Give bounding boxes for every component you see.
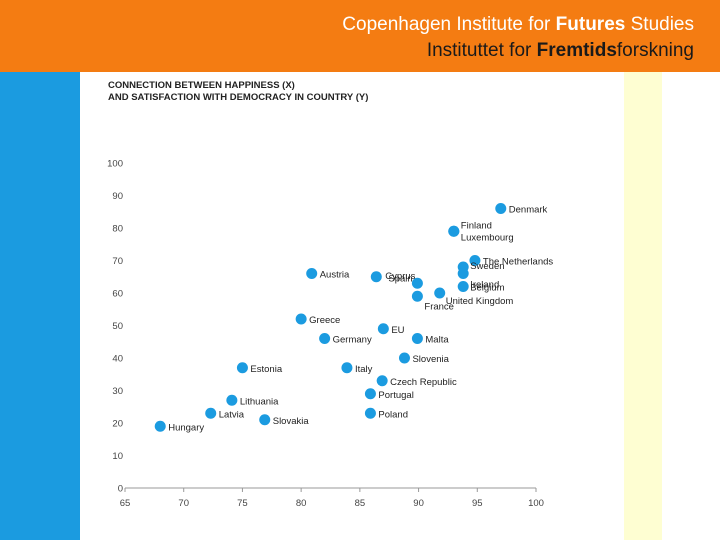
data-point <box>306 268 318 279</box>
data-point <box>469 255 481 266</box>
point-label: Luxembourg <box>461 232 514 243</box>
x-tick-label: 100 <box>528 498 544 509</box>
data-point <box>319 333 331 344</box>
data-point <box>398 352 410 364</box>
point-label: Estonia <box>250 364 282 375</box>
institute-name-danish: Instituttet for Fremtidsforskning <box>427 40 694 62</box>
point-label: Finland <box>461 220 492 231</box>
point-label: Austria <box>320 270 350 281</box>
point-label: Spain <box>388 273 412 284</box>
point-label: The Netherlands <box>483 257 553 268</box>
point-label: Portugal <box>378 390 413 401</box>
y-tick-label: 100 <box>107 159 123 170</box>
point-label: Slovenia <box>412 354 449 365</box>
point-label: Germany <box>333 335 372 346</box>
point-label: Denmark <box>509 205 548 216</box>
data-point <box>376 375 388 387</box>
data-point <box>457 268 469 279</box>
data-point <box>295 313 307 325</box>
institute-name-english: Copenhagen Institute for Futures Studies <box>342 14 694 36</box>
chart-title-line2: AND SATISFACTION WITH DEMOCRACY IN COUNT… <box>108 92 369 103</box>
institute-name-english-prefix: Copenhagen Institute for <box>342 14 556 35</box>
data-point <box>495 203 507 214</box>
y-tick-label: 20 <box>112 419 123 430</box>
x-tick-label: 75 <box>237 498 248 509</box>
point-label: Malta <box>425 335 449 346</box>
data-point <box>205 407 217 419</box>
point-label: Belgium <box>470 283 504 294</box>
header-banner: Copenhagen Institute for Futures Studies… <box>0 0 720 72</box>
point-label: Sweden <box>470 261 504 272</box>
data-point <box>364 407 376 419</box>
point-label: Hungary <box>168 422 204 433</box>
data-point <box>411 277 423 289</box>
point-label: Ireland <box>470 280 499 291</box>
data-point <box>154 420 166 432</box>
x-tick-label: 95 <box>472 498 483 509</box>
y-tick-label: 50 <box>112 321 123 332</box>
x-tick-label: 80 <box>296 498 307 509</box>
institute-name-english-bold: Futures <box>555 14 626 35</box>
y-tick-label: 0 <box>118 484 123 495</box>
point-label: Poland <box>378 409 408 420</box>
right-accent-band <box>624 72 662 540</box>
data-point <box>364 388 376 400</box>
y-tick-label: 10 <box>112 451 123 462</box>
left-accent-band <box>0 72 80 540</box>
data-point <box>448 225 460 237</box>
y-tick-label: 90 <box>112 191 123 202</box>
x-tick-label: 90 <box>413 498 424 509</box>
institute-name-danish-bold: Fremtids <box>536 40 617 61</box>
y-tick-label: 80 <box>112 224 123 235</box>
institute-name-english-suffix: Studies <box>625 14 694 35</box>
y-tick-label: 40 <box>112 354 123 365</box>
point-label: Greece <box>309 315 340 326</box>
data-point <box>377 323 389 335</box>
data-point <box>259 414 271 426</box>
data-point <box>226 394 238 406</box>
y-tick-label: 70 <box>112 256 123 267</box>
data-point <box>457 281 469 292</box>
chart-title-line1: CONNECTION BETWEEN HAPPINESS (X) <box>108 80 295 91</box>
data-point <box>370 271 382 283</box>
institute-name-danish-prefix: Instituttet for <box>426 40 537 61</box>
data-point <box>411 290 423 302</box>
point-label: Latvia <box>219 409 245 420</box>
point-label: France <box>424 301 454 312</box>
x-tick-label: 70 <box>178 498 189 509</box>
point-label: Cyprus <box>385 271 415 282</box>
point-label: United Kingdom <box>446 296 514 307</box>
point-label: Lithuania <box>240 396 279 407</box>
point-label: Italy <box>355 364 373 375</box>
chart-title: CONNECTION BETWEEN HAPPINESS (X) AND SAT… <box>108 80 368 104</box>
x-tick-label: 65 <box>120 498 131 509</box>
data-point <box>236 362 248 374</box>
data-point <box>411 333 423 344</box>
y-tick-label: 30 <box>112 386 123 397</box>
point-label: EU <box>391 325 404 336</box>
x-tick-label: 85 <box>355 498 366 509</box>
point-label: Slovakia <box>273 416 310 427</box>
data-point <box>434 287 446 299</box>
data-point <box>341 362 353 374</box>
point-label: Czech Republic <box>390 377 457 388</box>
institute-name-danish-suffix: forskning <box>616 40 694 61</box>
y-tick-label: 60 <box>112 289 123 300</box>
